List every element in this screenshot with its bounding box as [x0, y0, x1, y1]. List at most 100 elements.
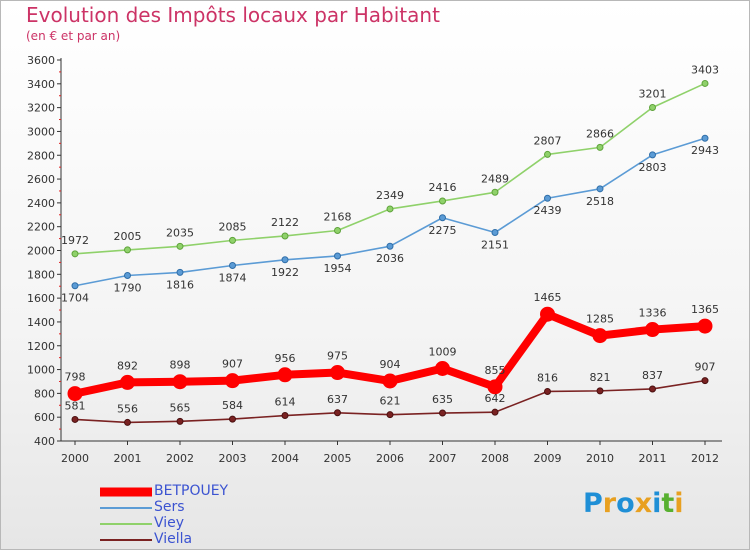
data-point-viella [439, 409, 446, 417]
data-point-viella [334, 409, 341, 417]
data-label-viella: 642 [485, 392, 506, 405]
data-point-viey [124, 246, 131, 254]
data-point-betpouey [225, 373, 240, 389]
data-label-betpouey: 975 [327, 350, 348, 363]
data-label-viella: 637 [327, 393, 348, 406]
data-label-viella: 621 [380, 395, 401, 408]
data-point-betpouey [435, 360, 450, 376]
x-tick-label: 2011 [639, 452, 667, 465]
data-label-sers: 1790 [114, 282, 142, 295]
logo-letter: i [652, 488, 662, 519]
data-label-sers: 2275 [429, 224, 457, 237]
y-tick-label: 1200 [27, 340, 55, 353]
data-point-sers [229, 262, 236, 270]
data-label-viey: 2866 [586, 127, 614, 140]
x-tick-label: 2003 [219, 452, 247, 465]
x-tick-label: 2010 [586, 452, 614, 465]
y-tick-label: 3000 [27, 125, 55, 138]
data-label-sers: 2036 [376, 252, 404, 265]
data-point-sers [491, 229, 499, 237]
data-label-viella: 635 [432, 393, 453, 406]
data-point-viey [544, 150, 551, 158]
y-tick-label: 3400 [27, 78, 55, 91]
data-label-viella: 581 [65, 399, 86, 412]
data-point-viey [386, 205, 394, 213]
data-label-sers: 1874 [219, 272, 247, 285]
data-label-sers: 2151 [481, 239, 509, 252]
data-label-viella: 837 [642, 369, 663, 382]
y-tick-label: 3600 [27, 54, 55, 67]
data-label-betpouey: 798 [65, 371, 86, 384]
data-label-betpouey: 855 [485, 364, 506, 377]
data-point-betpouey [382, 373, 398, 389]
data-point-viella [176, 417, 184, 425]
data-point-betpouey [540, 306, 555, 322]
data-point-viella [281, 412, 289, 420]
y-tick-label: 1800 [27, 268, 55, 281]
data-point-betpouey [645, 322, 660, 338]
logo-letter: o [616, 488, 635, 519]
data-point-betpouey [67, 386, 83, 402]
logo-letter: r [602, 488, 617, 519]
data-point-viella [229, 415, 236, 423]
y-tick-label: 2400 [27, 197, 55, 210]
data-point-sers [544, 194, 551, 202]
data-label-sers: 1816 [166, 278, 194, 291]
data-point-viella [124, 418, 131, 426]
data-label-viella: 565 [170, 401, 191, 414]
data-label-sers: 1954 [324, 262, 352, 275]
data-point-viella [596, 387, 604, 395]
data-point-betpouey [487, 379, 503, 395]
data-point-betpouey [172, 374, 188, 390]
data-label-betpouey: 907 [222, 358, 243, 371]
data-label-viey: 2807 [534, 134, 562, 147]
y-tick-label: 2800 [27, 149, 55, 162]
x-tick-label: 2000 [61, 452, 89, 465]
data-label-betpouey: 892 [117, 359, 138, 372]
data-point-sers [649, 151, 656, 159]
data-point-betpouey [330, 365, 345, 381]
data-label-viella: 816 [537, 371, 558, 384]
legend-swatch-sers [100, 507, 152, 509]
x-tick-label: 2012 [691, 452, 719, 465]
x-tick-label: 2001 [114, 452, 142, 465]
data-point-viella [491, 408, 499, 416]
data-label-sers: 1922 [271, 266, 299, 279]
data-label-betpouey: 1336 [639, 307, 667, 320]
data-label-betpouey: 904 [380, 358, 401, 371]
data-label-viella: 556 [117, 402, 138, 415]
data-point-viey [71, 250, 79, 258]
data-point-viey [439, 197, 446, 205]
data-point-viey [649, 104, 656, 112]
data-point-sers [386, 242, 394, 250]
x-tick-label: 2009 [534, 452, 562, 465]
data-label-viey: 3201 [639, 88, 667, 101]
data-point-viella [649, 385, 656, 393]
data-point-betpouey [277, 367, 293, 383]
data-label-viey: 2489 [481, 172, 509, 185]
proxiti-logo: Proxiti [583, 488, 684, 519]
data-label-sers: 2943 [691, 144, 719, 157]
data-point-sers [334, 252, 341, 260]
legend-label-viella: Viella [154, 531, 193, 547]
logo-letter: t [661, 488, 675, 519]
legend-swatch-viella [100, 539, 152, 541]
data-label-viey: 3403 [691, 63, 719, 76]
legend-swatch-betpouey [100, 487, 152, 497]
data-point-betpouey [592, 328, 608, 344]
y-tick-label: 1400 [27, 316, 55, 329]
data-label-viella: 821 [590, 371, 611, 384]
logo-letter: i [674, 488, 684, 519]
chart-title: Evolution des Impôts locaux par Habitant [26, 3, 440, 27]
y-tick-label: 1600 [27, 292, 55, 305]
data-point-viey [229, 236, 236, 244]
data-label-betpouey: 898 [170, 359, 191, 372]
data-point-viey [701, 79, 709, 87]
data-label-viey: 1972 [61, 234, 89, 247]
y-tick-label: 3200 [27, 102, 55, 115]
data-label-betpouey: 1365 [691, 303, 719, 316]
data-label-sers: 2518 [586, 195, 614, 208]
data-point-viey [334, 226, 341, 234]
data-point-sers [701, 134, 709, 142]
data-label-viella: 907 [695, 361, 716, 374]
